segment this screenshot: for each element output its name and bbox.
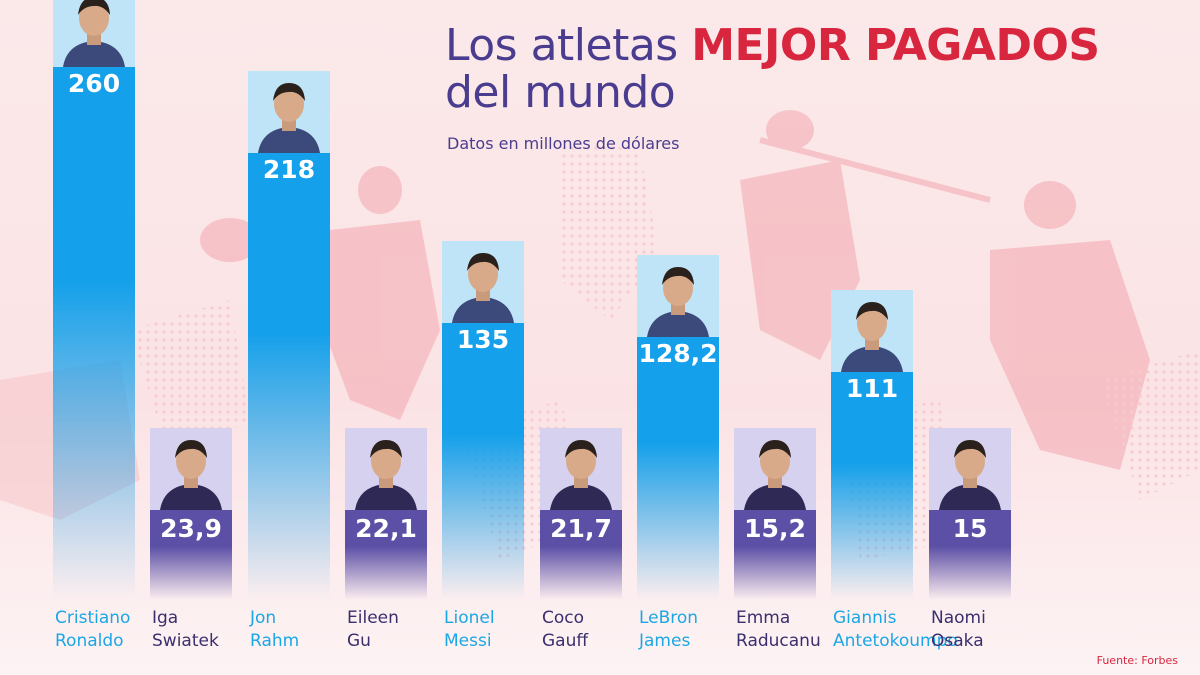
bar-ronaldo: 260 xyxy=(53,0,135,600)
athlete-last-name: James xyxy=(639,631,691,651)
title-part2: del mundo xyxy=(445,67,676,118)
athlete-name: Lionel Messi xyxy=(444,607,574,653)
athlete-name: LeBron James xyxy=(639,607,769,653)
bar-raducanu: 15,2 xyxy=(734,428,816,600)
bar-fill xyxy=(929,510,1011,600)
athlete-last-name: Gu xyxy=(347,631,371,651)
athlete-first-name: Lionel xyxy=(444,608,495,628)
bar-swiatek: 23,9 xyxy=(150,428,232,600)
bar-messi: 135 xyxy=(442,241,524,600)
athlete-photo xyxy=(345,428,427,510)
athlete-photo xyxy=(53,0,135,67)
athlete-first-name: Naomi xyxy=(931,608,986,628)
bar-fill xyxy=(248,153,330,600)
athlete-photo xyxy=(150,428,232,510)
athlete-name: Jon Rahm xyxy=(250,607,380,653)
athlete-photo xyxy=(929,428,1011,510)
athlete-photo xyxy=(442,241,524,323)
athlete-name: Cristiano Ronaldo xyxy=(55,607,185,653)
bar-fill xyxy=(734,510,816,600)
bar-fill xyxy=(150,510,232,600)
athlete-first-name: Coco xyxy=(542,608,585,628)
athlete-name: Emma Raducanu xyxy=(736,607,866,653)
source-note: Fuente: Forbes xyxy=(1096,654,1178,667)
chart-subtitle: Datos en millones de dólares xyxy=(447,134,680,153)
athlete-first-name: Eileen xyxy=(347,608,399,628)
value-label: 15,2 xyxy=(744,514,806,543)
athlete-name: Iga Swiatek xyxy=(152,607,282,653)
value-label: 111 xyxy=(845,374,899,403)
athlete-last-name: Raducanu xyxy=(736,631,821,651)
value-label: 15 xyxy=(952,514,988,543)
value-label: 128,2 xyxy=(638,339,718,368)
athlete-name: Eileen Gu xyxy=(347,607,477,653)
athlete-photo xyxy=(248,71,330,153)
athlete-last-name: Swiatek xyxy=(152,631,219,651)
value-label: 135 xyxy=(456,325,510,354)
athlete-first-name: Emma xyxy=(736,608,791,628)
value-label: 22,1 xyxy=(355,514,417,543)
athlete-last-name: Ronaldo xyxy=(55,631,124,651)
athlete-last-name: Osaka xyxy=(931,631,984,651)
athlete-name: Naomi Osaka xyxy=(931,607,1061,653)
bar-antetokoumpo: 111 xyxy=(831,290,913,600)
bar-osaka: 15 xyxy=(929,428,1011,600)
title-highlight: MEJOR PAGADOS xyxy=(691,20,1100,71)
athlete-first-name: Iga xyxy=(152,608,179,628)
athlete-last-name: Messi xyxy=(444,631,492,651)
bar-rahm: 218 xyxy=(248,71,330,600)
chart-title: Los atletas MEJOR PAGADOS del mundo xyxy=(445,22,1100,116)
athlete-photo xyxy=(540,428,622,510)
athlete-last-name: Rahm xyxy=(250,631,300,651)
bar-gauff: 21,7 xyxy=(540,428,622,600)
bar-fill xyxy=(442,323,524,600)
athlete-last-name: Gauff xyxy=(542,631,589,651)
athlete-name: Coco Gauff xyxy=(542,607,672,653)
value-label: 21,7 xyxy=(550,514,612,543)
bar-fill xyxy=(637,337,719,600)
value-label: 23,9 xyxy=(160,514,222,543)
athlete-first-name: LeBron xyxy=(639,608,699,628)
athlete-photo xyxy=(637,255,719,337)
bar-fill xyxy=(345,510,427,600)
bar-gu: 22,1 xyxy=(345,428,427,600)
athlete-first-name: Cristiano xyxy=(55,608,131,628)
bar-fill xyxy=(540,510,622,600)
title-part1: Los atletas xyxy=(445,20,678,71)
athlete-name: Giannis Antetokoumpo xyxy=(833,607,963,653)
athlete-first-name: Jon xyxy=(250,608,277,628)
athlete-first-name: Giannis xyxy=(833,608,897,628)
bar-fill xyxy=(53,67,135,600)
bar-james: 128,2 xyxy=(637,255,719,600)
athlete-photo xyxy=(734,428,816,510)
athlete-last-name: Antetokoumpo xyxy=(833,631,958,651)
bar-fill xyxy=(831,372,913,600)
value-label: 218 xyxy=(262,155,316,184)
value-label: 260 xyxy=(67,69,121,98)
athlete-photo xyxy=(831,290,913,372)
